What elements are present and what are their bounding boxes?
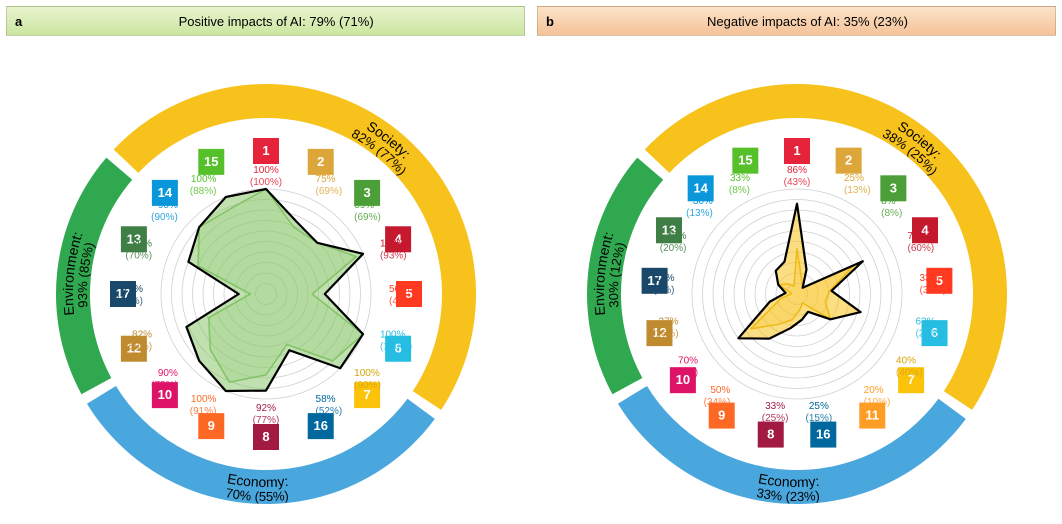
value-paren: (77%)	[252, 415, 279, 426]
value-paren: (52%)	[315, 406, 342, 417]
sdg-num: 15	[738, 153, 752, 168]
value-main: 33%	[729, 173, 749, 184]
sdg-num: 1	[793, 143, 800, 158]
value-main: 27%	[658, 317, 678, 328]
value-main: 100%	[379, 330, 405, 341]
value-paren: (44%)	[389, 296, 416, 307]
value-paren: (91%)	[189, 406, 216, 417]
sdg-num: 1	[262, 143, 269, 158]
chart-a: Environment: 93% (85%)Society: 82% (77%)…	[6, 44, 526, 514]
panels: a Positive impacts of AI: 79% (71%) Envi…	[0, 0, 1062, 524]
value-paren: (13%)	[843, 185, 870, 196]
sdg-num: 3	[889, 180, 896, 195]
sdg-num: 9	[718, 408, 725, 423]
sdg-num: 2	[317, 154, 324, 169]
sdg-num: 11	[865, 408, 879, 423]
value-main: 70%	[678, 356, 698, 367]
sdg-num: 16	[313, 418, 327, 433]
value-main: 86%	[786, 165, 806, 176]
value-paren: (16%)	[651, 329, 678, 340]
value-main: 30%	[692, 196, 712, 207]
value-main: 63%	[915, 317, 935, 328]
panel-title: Positive impacts of AI: 79% (71%)	[179, 14, 374, 29]
value-paren: (20%)	[659, 243, 686, 254]
value-main: 100%	[190, 394, 216, 405]
sdg-num: 14	[157, 185, 172, 200]
value-paren: (25%)	[761, 413, 788, 424]
value-paren: (28%)	[915, 329, 942, 340]
value-main: 100%	[190, 174, 216, 185]
value-main: 80%	[132, 238, 152, 249]
value-main: 20%	[863, 385, 883, 396]
value-paren: (75%)	[151, 380, 178, 391]
value-main: 90%	[157, 368, 177, 379]
value-main: 25%	[808, 401, 828, 412]
arc-society	[644, 84, 1006, 410]
chart-b: Environment: 30% (12%)Society: 38% (25%)…	[537, 44, 1057, 514]
value-main: 75%	[315, 174, 335, 185]
value-main: 82%	[132, 330, 152, 341]
value-paren: (69%)	[315, 186, 342, 197]
radar-v	[738, 204, 862, 339]
sdg-num: 9	[207, 418, 214, 433]
value-paren: (34%)	[703, 397, 730, 408]
value-main: 40%	[895, 356, 915, 367]
header-b: b Negative impacts of AI: 35% (23%)	[537, 6, 1056, 36]
value-paren: (55%)	[671, 368, 698, 379]
value-paren: (59%)	[125, 342, 152, 353]
sdg-num: 16	[816, 427, 830, 442]
value-main: 33%	[765, 401, 785, 412]
value-main: 58%	[315, 394, 335, 405]
value-paren: (40%)	[895, 368, 922, 379]
sdg-num: 8	[767, 427, 774, 442]
value-paren: (88%)	[189, 186, 216, 197]
panel-b: b Negative impacts of AI: 35% (23%) Envi…	[531, 0, 1062, 524]
sdg-num: 8	[262, 429, 269, 444]
value-paren: (5%)	[653, 285, 674, 296]
value-paren: (10%)	[863, 397, 890, 408]
panel-title: Negative impacts of AI: 35% (23%)	[707, 14, 908, 29]
panel-a: a Positive impacts of AI: 79% (71%) Envi…	[0, 0, 531, 524]
value-paren: (43%)	[783, 177, 810, 188]
value-paren: (15%)	[805, 413, 832, 424]
value-main: 33%	[919, 273, 939, 284]
value-main: 92%	[255, 403, 275, 414]
value-paren: (15%)	[116, 296, 143, 307]
value-main: 11%	[655, 273, 674, 284]
value-main: 8%	[881, 196, 896, 207]
value-main: 26%	[122, 284, 142, 295]
value-paren: (93%)	[379, 250, 406, 261]
value-paren: (8%)	[728, 185, 749, 196]
value-main: 70%	[907, 231, 927, 242]
value-paren: (90%)	[354, 380, 381, 391]
value-main: 90%	[157, 200, 177, 211]
value-paren: (69%)	[354, 212, 381, 223]
value-paren: (70%)	[125, 250, 152, 261]
value-main: 100%	[354, 368, 380, 379]
value-main: 50%	[710, 385, 730, 396]
value-paren: (100%)	[249, 177, 281, 188]
radar-v	[186, 189, 363, 391]
sdg-num: 15	[204, 154, 218, 169]
value-main: 20%	[666, 231, 686, 242]
panel-letter: a	[15, 14, 22, 29]
sdg-num: 14	[693, 180, 708, 195]
sdg-num: 3	[363, 185, 370, 200]
value-main: 100%	[253, 165, 279, 176]
value-main: 100%	[379, 238, 405, 249]
value-paren: (13%)	[686, 208, 713, 219]
value-main: 25%	[843, 173, 863, 184]
panel-letter: b	[546, 14, 554, 29]
value-main: 56%	[389, 284, 409, 295]
value-paren: (90%)	[151, 212, 178, 223]
header-a: a Positive impacts of AI: 79% (71%)	[6, 6, 525, 36]
value-paren: (100%)	[379, 342, 411, 353]
value-paren: (60%)	[907, 243, 934, 254]
sdg-num: 2	[845, 153, 852, 168]
value-paren: (31%)	[919, 285, 946, 296]
value-paren: (8%)	[881, 208, 902, 219]
value-main: 69%	[354, 200, 374, 211]
